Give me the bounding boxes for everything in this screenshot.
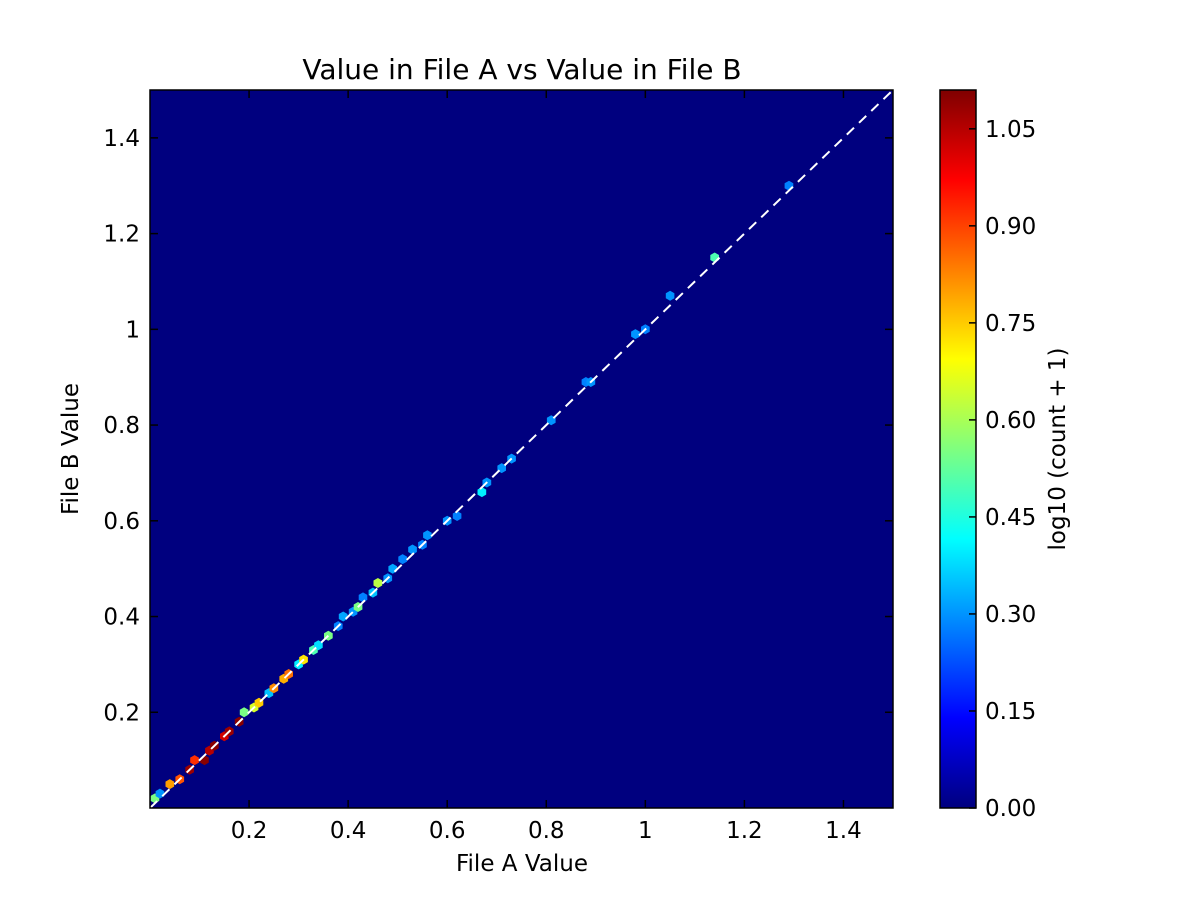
data-point	[398, 554, 407, 565]
y-tick-label: 0.6	[103, 509, 140, 535]
x-tick-label: 0.2	[231, 818, 268, 844]
data-point	[665, 290, 675, 301]
x-tick-label: 0.4	[330, 818, 367, 844]
y-tick-label: 1.4	[103, 126, 140, 152]
colorbar-tick-label: 0.00	[985, 796, 1036, 822]
y-tick-label: 1	[125, 317, 140, 343]
data-point	[165, 779, 175, 790]
y-tick-label: 0.8	[103, 413, 140, 439]
data-point	[190, 755, 199, 766]
x-tick-label: 1	[638, 818, 653, 844]
colorbar-tick-label: 0.30	[985, 602, 1036, 628]
axis-ticks: 0.2 0.4 0.6 0.8 1 1.2 1.4 0.2 0.4 0.6 0.8 1 1.2 1.4	[103, 90, 893, 844]
data-point	[631, 329, 640, 340]
x-tick-label: 0.6	[429, 818, 466, 844]
colorbar-tick-label: 0.90	[985, 214, 1036, 240]
data-point	[155, 788, 165, 799]
y-axis-label: File B Value	[58, 383, 84, 515]
colorbar-ticks: 0.00 0.15 0.30 0.45 0.60 0.75 0.90 1.05	[969, 117, 1036, 822]
plot-frame	[149, 89, 894, 809]
data-point	[239, 707, 249, 718]
x-axis-label: File A Value	[456, 851, 588, 877]
reference-line	[150, 90, 893, 808]
colorbar-label: log10 (count + 1)	[1045, 347, 1071, 550]
y-tick-label: 1.2	[103, 222, 140, 248]
colorbar-tick-label: 0.45	[985, 505, 1036, 531]
colorbar	[939, 89, 977, 809]
data-point	[423, 530, 432, 541]
colorbar-tick-label: 0.15	[985, 699, 1036, 725]
x-tick-label: 1.4	[825, 818, 862, 844]
data-point	[373, 578, 383, 588]
data-point	[408, 544, 417, 555]
chart-title: Value in File A vs Value in File B	[302, 53, 741, 86]
data-point	[338, 611, 348, 622]
y-tick-label: 0.4	[103, 605, 140, 631]
x-tick-label: 1.2	[726, 818, 763, 844]
x-tick-label: 0.8	[528, 818, 565, 844]
colorbar-tick-label: 0.60	[985, 408, 1036, 434]
y-tick-label: 0.2	[103, 700, 140, 726]
colorbar-tick-label: 1.05	[985, 117, 1036, 143]
data-point	[358, 592, 368, 603]
data-point	[477, 487, 487, 498]
colorbar-tick-label: 0.75	[985, 311, 1036, 337]
data-point	[452, 511, 462, 521]
